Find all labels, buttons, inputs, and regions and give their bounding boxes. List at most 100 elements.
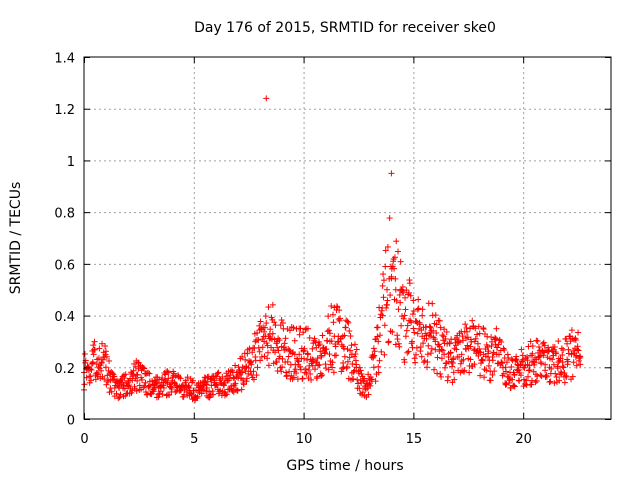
data-point <box>217 387 224 394</box>
data-point <box>420 340 427 347</box>
data-point <box>351 341 358 348</box>
data-point <box>149 377 156 384</box>
data-point <box>533 356 540 363</box>
data-point <box>281 340 288 347</box>
data-point <box>441 364 448 371</box>
data-point <box>117 391 124 398</box>
data-point <box>477 349 484 356</box>
data-point <box>525 343 532 350</box>
data-point <box>362 384 369 391</box>
data-point <box>359 389 366 396</box>
data-point <box>399 283 406 290</box>
ticks-layer: 0 5 10 15 20 0 0.2 0.4 0.6 0.8 1 1.2 1.4 <box>54 52 611 447</box>
data-point <box>471 338 478 345</box>
data-point <box>263 95 270 102</box>
data-point <box>461 367 468 374</box>
data-point <box>437 324 444 331</box>
data-point <box>370 364 377 371</box>
data-point <box>347 333 354 340</box>
data-point <box>106 357 113 364</box>
data-point <box>113 390 120 397</box>
data-point <box>283 346 290 353</box>
data-point <box>159 391 166 398</box>
data-point <box>254 329 261 336</box>
data-point <box>297 366 304 373</box>
data-point <box>385 338 392 345</box>
data-point <box>133 387 140 394</box>
data-point <box>423 364 430 371</box>
data-point <box>382 263 389 270</box>
data-point <box>261 324 268 331</box>
data-point <box>257 318 264 325</box>
data-point <box>428 345 435 352</box>
data-point <box>378 348 385 355</box>
data-point <box>400 315 407 322</box>
data-point <box>300 348 307 355</box>
data-point <box>141 365 148 372</box>
data-point <box>402 333 409 340</box>
data-point <box>341 353 348 360</box>
data-point <box>325 366 332 373</box>
data-point <box>575 347 582 354</box>
data-point <box>229 387 236 394</box>
data-point <box>284 325 291 332</box>
data-point <box>142 379 149 386</box>
data-point <box>485 362 492 369</box>
data-point <box>493 325 500 332</box>
data-point <box>157 388 164 395</box>
data-point <box>355 380 362 387</box>
chart-title: Day 176 of 2015, SRMTID for receiver ske… <box>194 20 496 36</box>
data-point <box>424 359 431 366</box>
data-point <box>146 370 153 377</box>
data-point <box>483 367 490 374</box>
data-point <box>253 372 260 379</box>
data-point <box>203 388 210 395</box>
data-point <box>111 373 118 380</box>
data-point <box>216 388 223 395</box>
data-point <box>365 371 372 378</box>
data-point <box>375 363 382 370</box>
data-point <box>446 340 453 347</box>
data-point <box>492 334 499 341</box>
data-point <box>454 353 461 360</box>
data-point <box>286 368 293 375</box>
data-point <box>119 379 126 386</box>
data-point <box>115 395 122 402</box>
data-point <box>102 364 109 371</box>
data-point <box>331 333 338 340</box>
data-point <box>344 318 351 325</box>
data-point <box>568 327 575 334</box>
data-point <box>426 323 433 330</box>
data-point <box>98 367 105 374</box>
data-point <box>419 312 426 319</box>
data-point <box>102 348 109 355</box>
data-point <box>535 343 542 350</box>
data-point <box>443 328 450 335</box>
data-point <box>384 297 391 304</box>
data-point <box>311 335 318 342</box>
data-point <box>89 359 96 366</box>
data-point <box>213 373 220 380</box>
data-point <box>397 299 404 306</box>
data-point <box>255 337 262 344</box>
data-point <box>225 377 232 384</box>
data-point <box>563 335 570 342</box>
data-point <box>242 356 249 363</box>
data-point <box>429 300 436 307</box>
data-point <box>406 280 413 287</box>
data-point <box>433 321 440 328</box>
data-point <box>527 338 534 345</box>
y-tick-label: 1.4 <box>54 52 75 67</box>
data-point <box>309 345 316 352</box>
data-point <box>254 364 261 371</box>
data-point <box>439 332 446 339</box>
data-point <box>560 364 567 371</box>
data-point <box>154 379 161 386</box>
data-point <box>530 358 537 365</box>
data-point <box>536 353 543 360</box>
data-point <box>546 379 553 386</box>
data-point <box>332 343 339 350</box>
data-point <box>405 348 412 355</box>
data-point <box>130 367 137 374</box>
